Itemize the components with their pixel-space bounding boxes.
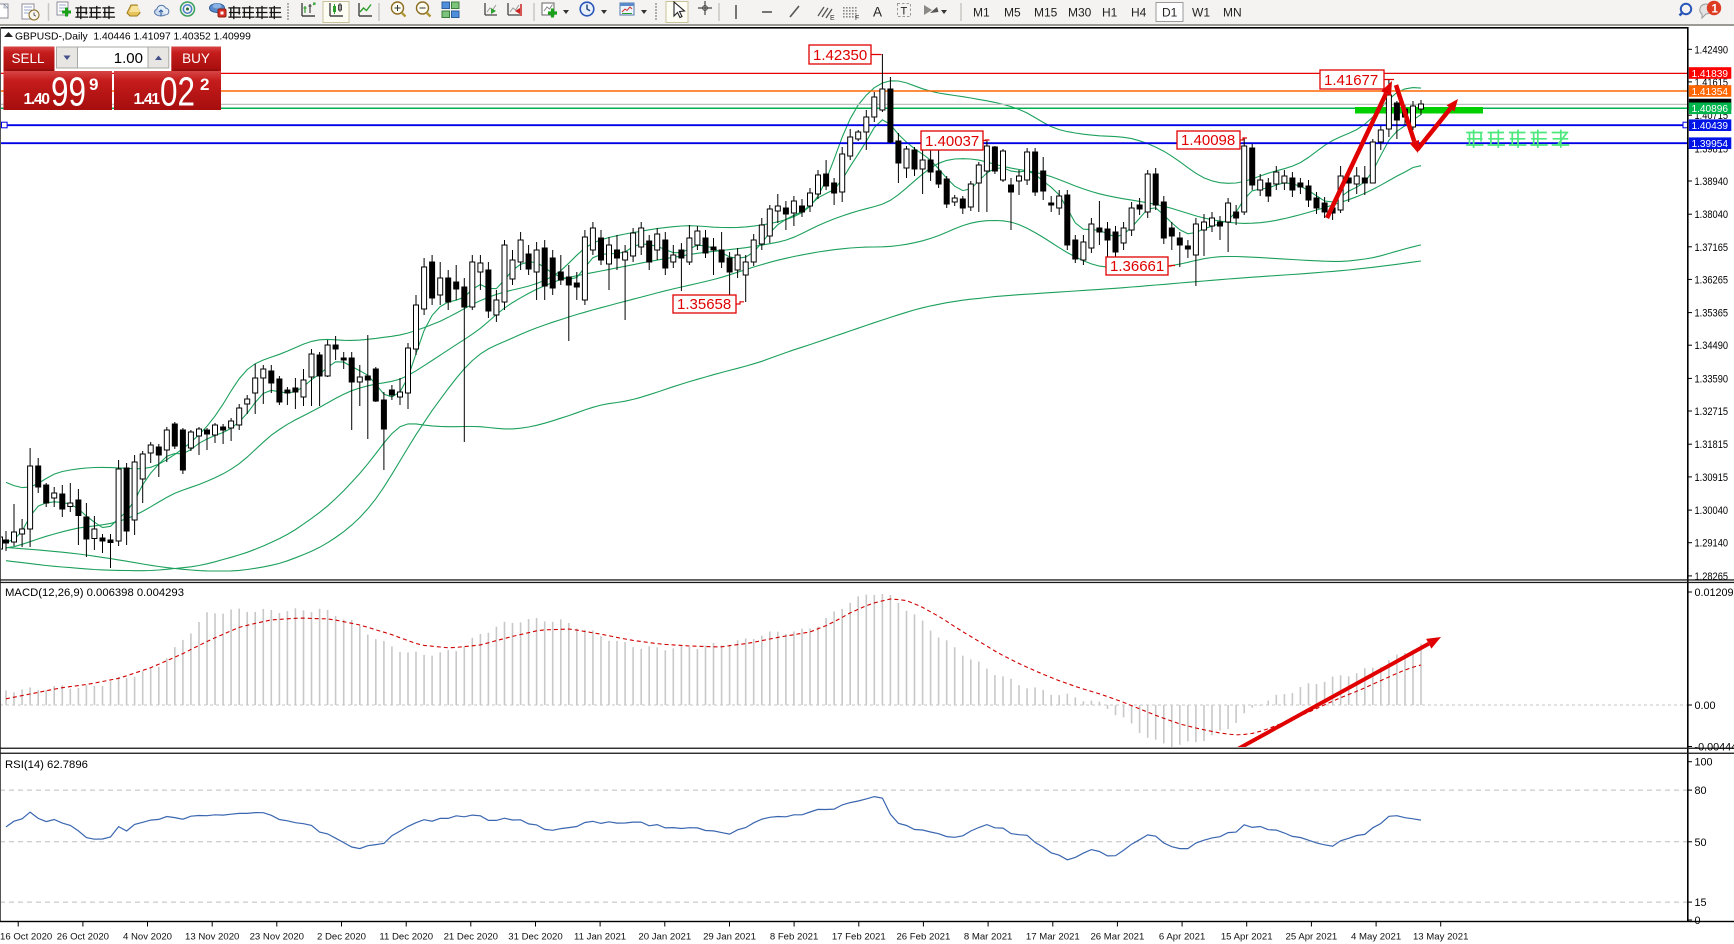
svg-text:1.37165: 1.37165 xyxy=(1695,242,1729,254)
svg-text:1.29140: 1.29140 xyxy=(1695,538,1729,550)
svg-text:-0.004446: -0.004446 xyxy=(1695,742,1734,754)
svg-text:17 Feb 2021: 17 Feb 2021 xyxy=(832,932,886,943)
svg-text:1.00: 1.00 xyxy=(114,50,143,67)
svg-text:F: F xyxy=(855,15,859,22)
svg-text:1.40037: 1.40037 xyxy=(925,133,979,150)
svg-text:1.41677: 1.41677 xyxy=(1324,72,1378,89)
svg-text:1.30915: 1.30915 xyxy=(1695,472,1729,484)
svg-text:1.39954: 1.39954 xyxy=(1692,139,1729,150)
svg-text:1.36265: 1.36265 xyxy=(1695,274,1729,286)
svg-text:MN: MN xyxy=(1223,6,1242,20)
svg-text:23 Nov 2020: 23 Nov 2020 xyxy=(250,932,304,943)
svg-text:D1: D1 xyxy=(1162,6,1178,20)
svg-text:M1: M1 xyxy=(973,6,990,20)
svg-text:4 Nov 2020: 4 Nov 2020 xyxy=(123,932,172,943)
svg-text:M5: M5 xyxy=(1004,6,1021,20)
svg-text:M15: M15 xyxy=(1034,6,1058,20)
svg-text:1.41354: 1.41354 xyxy=(1692,87,1729,98)
svg-text:1.35658: 1.35658 xyxy=(677,296,731,313)
svg-text:1.28265: 1.28265 xyxy=(1695,571,1729,583)
svg-text:26 Mar 2021: 26 Mar 2021 xyxy=(1090,932,1144,943)
svg-text:1.32715: 1.32715 xyxy=(1695,406,1729,418)
svg-text:50: 50 xyxy=(1695,837,1707,849)
svg-text:29 Jan 2021: 29 Jan 2021 xyxy=(703,932,756,943)
svg-text:1.33590: 1.33590 xyxy=(1695,373,1729,385)
svg-text:4 May 2021: 4 May 2021 xyxy=(1351,932,1401,943)
svg-text:15: 15 xyxy=(1695,897,1707,909)
svg-text:1.34490: 1.34490 xyxy=(1695,340,1729,352)
svg-text:16 Oct 2020: 16 Oct 2020 xyxy=(0,932,52,943)
svg-text:0.00: 0.00 xyxy=(1695,700,1716,712)
svg-text:26 Feb 2021: 26 Feb 2021 xyxy=(896,932,950,943)
svg-text:A: A xyxy=(873,5,882,20)
svg-text:2 Dec 2020: 2 Dec 2020 xyxy=(317,932,366,943)
svg-text:11 Jan 2021: 11 Jan 2021 xyxy=(574,932,626,943)
svg-text:BUY: BUY xyxy=(182,51,210,66)
svg-text:MACD(12,26,9) 0.006398 0.00429: MACD(12,26,9) 0.006398 0.004293 xyxy=(5,587,184,599)
svg-text:26 Oct 2020: 26 Oct 2020 xyxy=(57,932,109,943)
svg-text:T: T xyxy=(901,6,908,18)
svg-text:1.40098: 1.40098 xyxy=(1181,132,1235,149)
svg-text:H1: H1 xyxy=(1102,6,1118,20)
svg-text:31 Dec 2020: 31 Dec 2020 xyxy=(508,932,562,943)
svg-text:1.38040: 1.38040 xyxy=(1695,209,1729,221)
svg-text:0: 0 xyxy=(1695,915,1701,927)
svg-text:13 Nov 2020: 13 Nov 2020 xyxy=(185,932,239,943)
svg-text:H4: H4 xyxy=(1131,6,1147,20)
svg-text:E: E xyxy=(830,15,835,22)
svg-text:2: 2 xyxy=(200,75,209,94)
svg-text:SELL: SELL xyxy=(11,51,45,66)
svg-text:1.41839: 1.41839 xyxy=(1692,69,1729,80)
svg-text:1.41: 1.41 xyxy=(134,91,161,108)
svg-text:1.40896: 1.40896 xyxy=(1692,104,1729,115)
svg-text:13 May 2021: 13 May 2021 xyxy=(1413,932,1468,943)
svg-text:8 Feb 2021: 8 Feb 2021 xyxy=(770,932,819,943)
svg-text:1.35365: 1.35365 xyxy=(1695,308,1729,320)
svg-text:1.38940: 1.38940 xyxy=(1695,176,1729,188)
svg-text:8 Mar 2021: 8 Mar 2021 xyxy=(964,932,1013,943)
svg-text:M30: M30 xyxy=(1068,6,1092,20)
svg-text:99: 99 xyxy=(51,69,86,115)
svg-text:80: 80 xyxy=(1695,785,1707,797)
svg-text:9: 9 xyxy=(89,75,98,94)
svg-text:17 Mar 2021: 17 Mar 2021 xyxy=(1026,932,1080,943)
svg-text:1.31815: 1.31815 xyxy=(1695,439,1729,451)
svg-text:1.30040: 1.30040 xyxy=(1695,505,1729,517)
svg-text:11 Dec 2020: 11 Dec 2020 xyxy=(379,932,433,943)
svg-text:RSI(14) 62.7896: RSI(14) 62.7896 xyxy=(5,759,88,771)
svg-text:21 Dec 2020: 21 Dec 2020 xyxy=(444,932,498,943)
svg-text:1.42350: 1.42350 xyxy=(813,47,867,64)
svg-text:W1: W1 xyxy=(1192,6,1210,20)
svg-text:1: 1 xyxy=(1712,4,1719,16)
svg-text:20 Jan 2021: 20 Jan 2021 xyxy=(638,932,691,943)
svg-text:6 Apr 2021: 6 Apr 2021 xyxy=(1159,932,1205,943)
svg-text:1.36661: 1.36661 xyxy=(1110,258,1164,275)
svg-text:15 Apr 2021: 15 Apr 2021 xyxy=(1221,932,1273,943)
svg-text:0.01209: 0.01209 xyxy=(1695,587,1734,599)
svg-text:GBPUSD-,Daily 1.40446 1.41097: GBPUSD-,Daily 1.40446 1.41097 1.40352 1.… xyxy=(15,32,251,43)
svg-text:02: 02 xyxy=(160,69,195,115)
svg-text:1.40439: 1.40439 xyxy=(1692,121,1729,132)
svg-text:25 Apr 2021: 25 Apr 2021 xyxy=(1286,932,1338,943)
svg-text:100: 100 xyxy=(1695,757,1713,769)
svg-text:1.40: 1.40 xyxy=(24,91,51,108)
svg-text:1.42490: 1.42490 xyxy=(1695,44,1729,56)
